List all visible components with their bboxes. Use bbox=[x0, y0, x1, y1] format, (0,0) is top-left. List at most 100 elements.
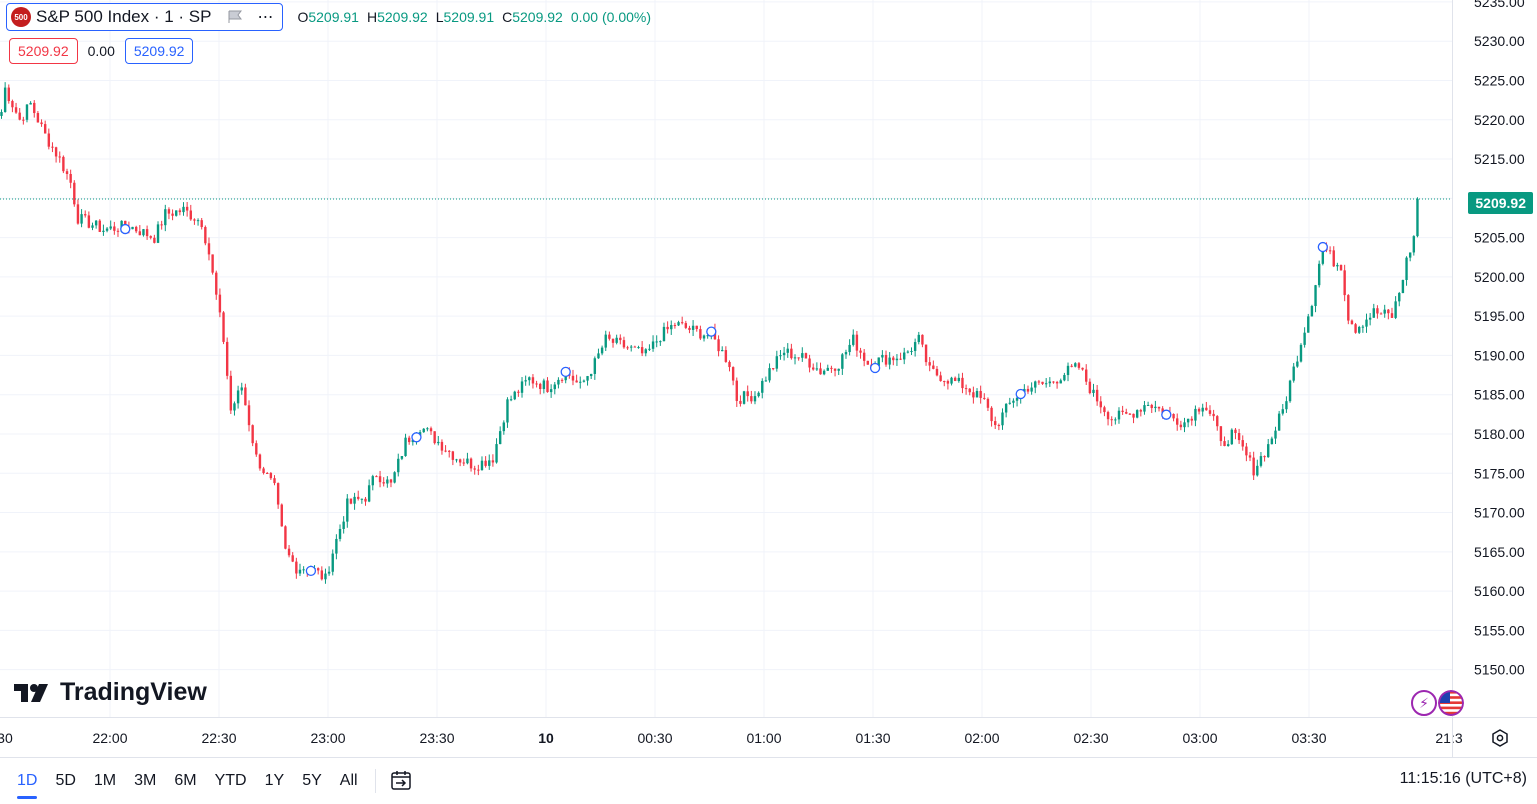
candle-body bbox=[1408, 252, 1412, 258]
candle-body bbox=[3, 87, 7, 113]
sell-price-button[interactable]: 5209.92 bbox=[9, 38, 78, 64]
candle-body bbox=[877, 357, 880, 367]
candle-body bbox=[1230, 429, 1234, 445]
buy-price-button[interactable]: 5209.92 bbox=[124, 38, 194, 64]
range-5y[interactable]: 5Y bbox=[302, 772, 322, 789]
candle-body bbox=[469, 458, 473, 469]
candle-body bbox=[1150, 404, 1153, 409]
settings-icon[interactable] bbox=[1490, 728, 1510, 748]
candle-body bbox=[866, 360, 870, 365]
candle-body bbox=[149, 236, 152, 238]
candle-body bbox=[196, 220, 200, 222]
candle-body bbox=[542, 380, 546, 390]
candle-body bbox=[495, 444, 498, 463]
candle-body bbox=[735, 380, 738, 401]
candle-body bbox=[171, 213, 174, 216]
more-icon[interactable]: ⋯ bbox=[257, 9, 275, 26]
candle-body bbox=[539, 383, 542, 390]
candle-body bbox=[182, 206, 185, 213]
candle-body bbox=[961, 377, 964, 389]
candle-body bbox=[1070, 365, 1073, 367]
trade-prices: 5209.92 0.00 5209.92 bbox=[9, 38, 194, 64]
timezone-clock[interactable]: 11:15:16 (UTC+8) bbox=[1399, 770, 1527, 787]
candle-body bbox=[659, 341, 662, 343]
candle-body bbox=[1336, 264, 1339, 267]
candle-body bbox=[1248, 455, 1252, 458]
candle-body bbox=[786, 348, 789, 353]
ohlc-change: 0.00 (0.00%) bbox=[570, 9, 652, 25]
candle-body bbox=[1077, 363, 1081, 368]
y-tick-label: 5165.00 bbox=[1474, 544, 1525, 560]
candle-body bbox=[688, 327, 691, 330]
candle-body bbox=[466, 458, 469, 464]
candle-body bbox=[535, 383, 538, 385]
range-1d[interactable]: 1D bbox=[8, 759, 46, 803]
candle-body bbox=[837, 368, 840, 371]
candle-body bbox=[1296, 361, 1299, 367]
candle-body bbox=[291, 555, 294, 562]
candle-body bbox=[903, 352, 906, 360]
candle-body bbox=[1252, 457, 1255, 476]
candle-body bbox=[746, 391, 749, 397]
range-6m[interactable]: 6M bbox=[174, 772, 197, 789]
candle-body bbox=[1114, 419, 1117, 421]
us-flag-icon[interactable] bbox=[1438, 690, 1464, 716]
candle-body bbox=[560, 379, 564, 381]
candle-body bbox=[990, 407, 993, 422]
candle-body bbox=[189, 210, 192, 220]
candle-body bbox=[22, 119, 25, 121]
x-tick-label: 01:30 bbox=[855, 730, 890, 746]
candle-body bbox=[637, 347, 640, 349]
candle-body bbox=[517, 391, 520, 393]
range-1y[interactable]: 1Y bbox=[264, 772, 285, 789]
range-ytd[interactable]: YTD bbox=[214, 772, 247, 789]
y-tick-label: 5205.00 bbox=[1474, 230, 1525, 246]
candle-body bbox=[1015, 397, 1019, 401]
watermark-text: TradingView bbox=[60, 678, 207, 706]
candle-body bbox=[1263, 456, 1266, 458]
candle-body bbox=[677, 322, 680, 326]
range-5d[interactable]: 5D bbox=[55, 772, 76, 789]
candle-body bbox=[498, 431, 502, 445]
candle-body bbox=[1398, 293, 1401, 302]
symbol-selector[interactable]: 500 S&P 500 Index · 1 · SP ⋯ bbox=[6, 3, 284, 31]
candle-body bbox=[695, 325, 698, 330]
candle-body bbox=[145, 229, 149, 237]
candle-body bbox=[1157, 406, 1161, 409]
candle-body bbox=[1037, 381, 1041, 383]
candle-body bbox=[1303, 332, 1306, 345]
candle-body bbox=[859, 350, 862, 353]
flag-icon[interactable] bbox=[227, 10, 243, 24]
candle-body bbox=[262, 468, 265, 474]
range-3m[interactable]: 3M bbox=[134, 772, 157, 789]
goto-date-icon[interactable] bbox=[388, 768, 414, 794]
candle-body bbox=[579, 381, 582, 383]
candle-body bbox=[11, 101, 14, 108]
candle-body bbox=[826, 367, 829, 371]
y-tick-label: 5160.00 bbox=[1474, 583, 1525, 599]
candle-body bbox=[717, 339, 720, 352]
candle-body bbox=[1081, 367, 1084, 370]
candle-body bbox=[346, 498, 349, 522]
x-tick-label: 01:00 bbox=[746, 730, 781, 746]
candle-body bbox=[1154, 406, 1157, 409]
candle-body bbox=[604, 334, 607, 348]
candle-body bbox=[1117, 410, 1121, 420]
candle-body bbox=[58, 156, 61, 158]
candle-body bbox=[1226, 444, 1230, 447]
candle-body bbox=[553, 384, 556, 390]
x-tick-label: 03:00 bbox=[1182, 730, 1217, 746]
event-marker-icon bbox=[1317, 241, 1328, 253]
candle-body bbox=[1048, 381, 1052, 384]
candle-body bbox=[997, 425, 1001, 427]
candle-body bbox=[684, 323, 688, 328]
ohlc-values: O5209.91 H5209.92 L5209.91 C5209.92 0.00… bbox=[297, 9, 651, 25]
lightning-icon[interactable]: ⚡ bbox=[1411, 690, 1437, 716]
range-all[interactable]: All bbox=[339, 772, 358, 789]
candle-body bbox=[76, 204, 80, 224]
price-chart[interactable]: 5150.00 5155.00 5160.00 5165.00 5170.00 5175.… bbox=[0, 0, 1537, 757]
symbol-title[interactable]: S&P 500 Index · 1 · SP bbox=[36, 7, 212, 26]
range-1m[interactable]: 1M bbox=[93, 772, 117, 789]
candle-body bbox=[1012, 400, 1015, 403]
candle-body bbox=[619, 337, 622, 341]
